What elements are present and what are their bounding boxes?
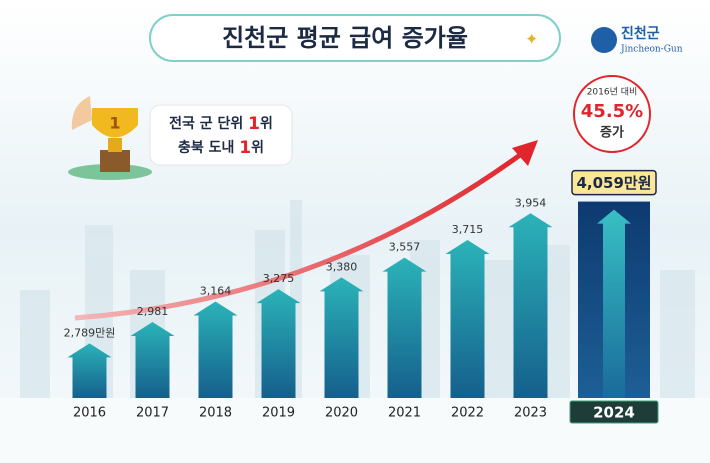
title-pill [149, 14, 561, 62]
trend-arrow [74, 152, 522, 321]
badge-suffix: 위 [251, 140, 264, 156]
bar [445, 239, 490, 398]
value-label: 3,380 [326, 260, 358, 273]
callout-bubble [573, 75, 651, 153]
logo-english: Jincheon-Gun [620, 45, 683, 55]
badge-suffix: 위 [260, 116, 273, 132]
logo-icon [591, 27, 617, 53]
bar [382, 257, 427, 398]
value-label: 3,954 [515, 196, 547, 209]
value-label: 3,164 [200, 285, 232, 298]
sparkle: ✦ [525, 30, 538, 49]
badge-line: 전국 군 단위 1위 [169, 114, 273, 134]
value-label: 2,981 [137, 305, 169, 318]
trophy [68, 96, 152, 180]
badge-text: 충북 도내 [178, 140, 239, 156]
callout-line2: 증가 [600, 126, 624, 141]
value-label: 3,715 [452, 223, 484, 236]
x-label-highlight [569, 400, 659, 424]
x-tick-label: 2024 [593, 404, 635, 422]
trend-arrowhead [512, 140, 538, 166]
bar [67, 343, 112, 398]
value-label: 3,557 [389, 241, 421, 254]
value-label: 2,789만원 [64, 326, 116, 339]
x-tick-label: 2017 [136, 406, 169, 421]
x-tick-label: 2016 [73, 406, 106, 421]
badge-rank: 1 [239, 138, 251, 158]
x-tick-label: 2019 [262, 406, 295, 421]
x-tick-label: 2023 [514, 406, 547, 421]
badge-rank: 1 [248, 114, 260, 134]
badge-line: 충북 도내 1위 [178, 138, 264, 158]
bar [508, 213, 553, 398]
badge-box [149, 104, 293, 166]
bar-inner-arrow [597, 209, 631, 398]
logo-name: 진천군 [621, 25, 660, 42]
chart-title: 진천군 평균 급여 증가율 [222, 24, 468, 52]
callout-line1: 2016년 대비 [587, 87, 638, 98]
bar [256, 289, 301, 398]
callout-value: 45.5% [581, 101, 643, 122]
bar [130, 321, 175, 398]
value-label: 3,275 [263, 272, 295, 285]
trophy-number: 1 [109, 114, 120, 133]
badge-text: 전국 군 단위 [169, 115, 248, 132]
x-tick-label: 2022 [451, 406, 484, 421]
value-label-box [571, 169, 657, 196]
bar [193, 301, 238, 398]
x-tick-label: 2021 [388, 406, 421, 421]
value-label: 4,059만원 [576, 174, 651, 192]
bar [319, 277, 364, 398]
x-tick-label: 2018 [199, 406, 232, 421]
x-tick-label: 2020 [325, 406, 358, 421]
